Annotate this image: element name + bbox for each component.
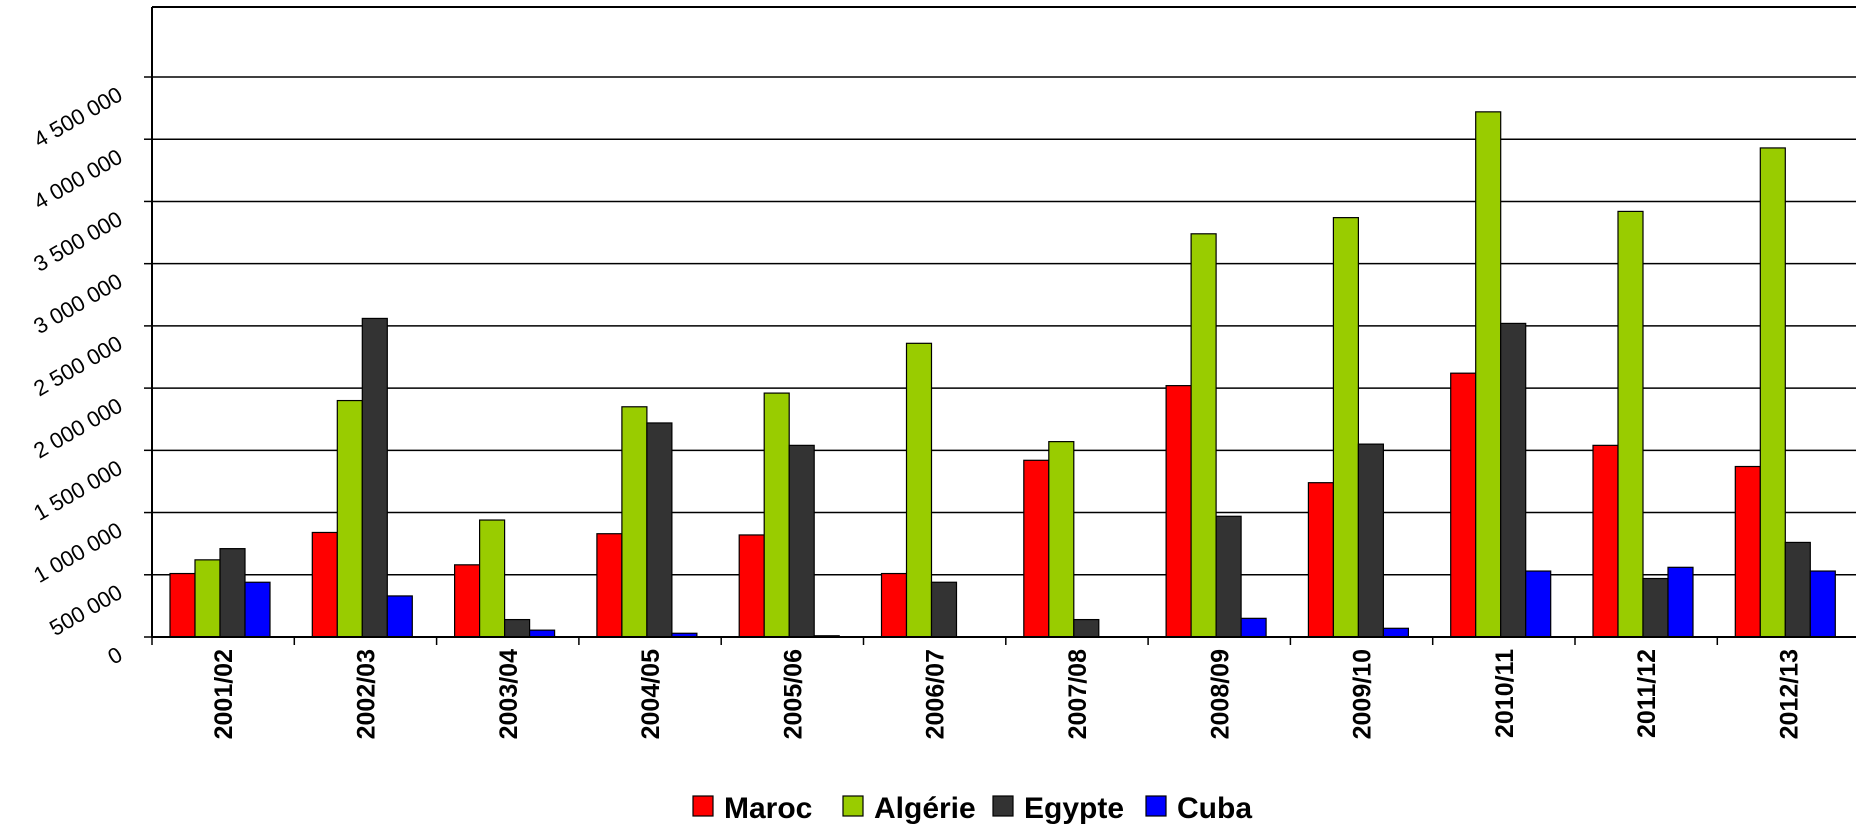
x-tick-label: 2008/09 [1206,649,1234,739]
bar-algrie-2010-11 [1475,111,1502,638]
bar-cuba-2001-02 [244,581,271,638]
x-tick-label: 2009/10 [1349,649,1377,739]
bar-egypte-2004-05 [646,422,673,638]
y-tick-label: 500 000 [45,579,126,640]
legend-label: Algérie [874,792,976,825]
bar-maroc-2002-03 [311,531,338,638]
bar-algrie-2009-10 [1332,217,1360,638]
y-tick-label: 0 [103,642,126,670]
x-tick-label: 2006/07 [922,649,950,739]
legend: Maroc Algérie Egypte Cuba [692,792,1252,825]
x-tick-label: 2011/12 [1633,649,1661,738]
bar-maroc-2009-10 [1307,482,1335,638]
legend-swatch [842,795,864,817]
bar-algrie-2007-08 [1048,441,1075,638]
bar-egypte-2012-13 [1784,541,1811,638]
legend-swatch [992,795,1014,817]
bar-maroc-2008-09 [1165,385,1192,638]
bar-maroc-2006-07 [880,572,908,638]
legend-label: Maroc [724,792,812,825]
bar-egypte-2006-07 [930,581,958,638]
y-tick-label: 2 500 000 [29,331,126,402]
y-tick-label: 1 000 000 [29,517,126,588]
bar-cuba-2011-12 [1667,566,1694,638]
bar-egypte-2008-09 [1215,515,1242,638]
y-tick-label: 4 000 000 [29,144,126,215]
x-tick-label: 2007/08 [1064,649,1092,739]
bar-maroc-2011-12 [1592,444,1619,638]
bar-maroc-2005-06 [738,534,765,638]
bar-egypte-2009-10 [1357,443,1385,638]
bar-algrie-2008-09 [1190,233,1217,638]
bar-algrie-2005-06 [763,392,790,638]
x-tick-label: 2012/13 [1775,649,1803,739]
bar-egypte-2002-03 [361,317,388,638]
bar-egypte-2011-12 [1642,577,1669,638]
bar-algrie-2011-12 [1617,210,1644,638]
bar-egypte-2007-08 [1073,618,1100,638]
y-tick-label: 3 000 000 [29,268,126,339]
bar-algrie-2006-07 [905,342,933,638]
bar-maroc-2010-11 [1450,372,1477,638]
bar-maroc-2012-13 [1734,465,1761,638]
bar-egypte-2003-04 [504,618,531,638]
bar-algrie-2012-13 [1759,147,1786,638]
bar-maroc-2004-05 [596,533,623,638]
y-tick-label: 3 500 000 [29,206,126,277]
x-tick-label: 2001/02 [210,649,238,739]
grid-lines [152,6,1856,576]
bar-cuba-2008-09 [1240,617,1267,638]
bar-algrie-2001-02 [194,559,221,638]
bar-cuba-2009-10 [1382,627,1410,638]
x-tick-label: 2005/06 [779,649,807,739]
bar-cuba-2012-13 [1809,570,1836,638]
bars [169,111,1836,638]
bar-cuba-2010-11 [1525,570,1552,638]
legend-label: Egypte [1024,792,1124,825]
y-tick-label: 1 500 000 [29,455,126,526]
bar-algrie-2003-04 [479,519,506,638]
bar-cuba-2003-04 [528,629,556,638]
bar-algrie-2004-05 [621,406,648,638]
x-tick-label: 2002/03 [352,649,380,739]
bar-algrie-2002-03 [336,399,363,638]
legend-swatch [1145,795,1167,817]
bar-egypte-2010-11 [1500,322,1527,638]
legend-label: Cuba [1177,792,1252,825]
bar-egypte-2005-06 [788,444,815,638]
x-tick-labels: 2001/02 2002/03 2003/04 2004/05 2005/06 2006/… [210,649,1803,739]
x-tick-label: 2004/05 [637,649,665,739]
bar-cuba-2002-03 [386,595,413,638]
bar-egypte-2001-02 [219,548,246,638]
legend-swatch [692,795,714,817]
x-tick-label: 2010/11 [1491,649,1519,738]
bar-maroc-2003-04 [454,564,481,638]
axes [144,7,1856,645]
y-tick-label: 4 500 000 [29,82,126,153]
bar-maroc-2001-02 [169,572,196,638]
x-tick-label: 2003/04 [495,649,523,739]
bar-maroc-2007-08 [1023,459,1050,638]
y-tick-label: 2 000 000 [29,393,126,464]
